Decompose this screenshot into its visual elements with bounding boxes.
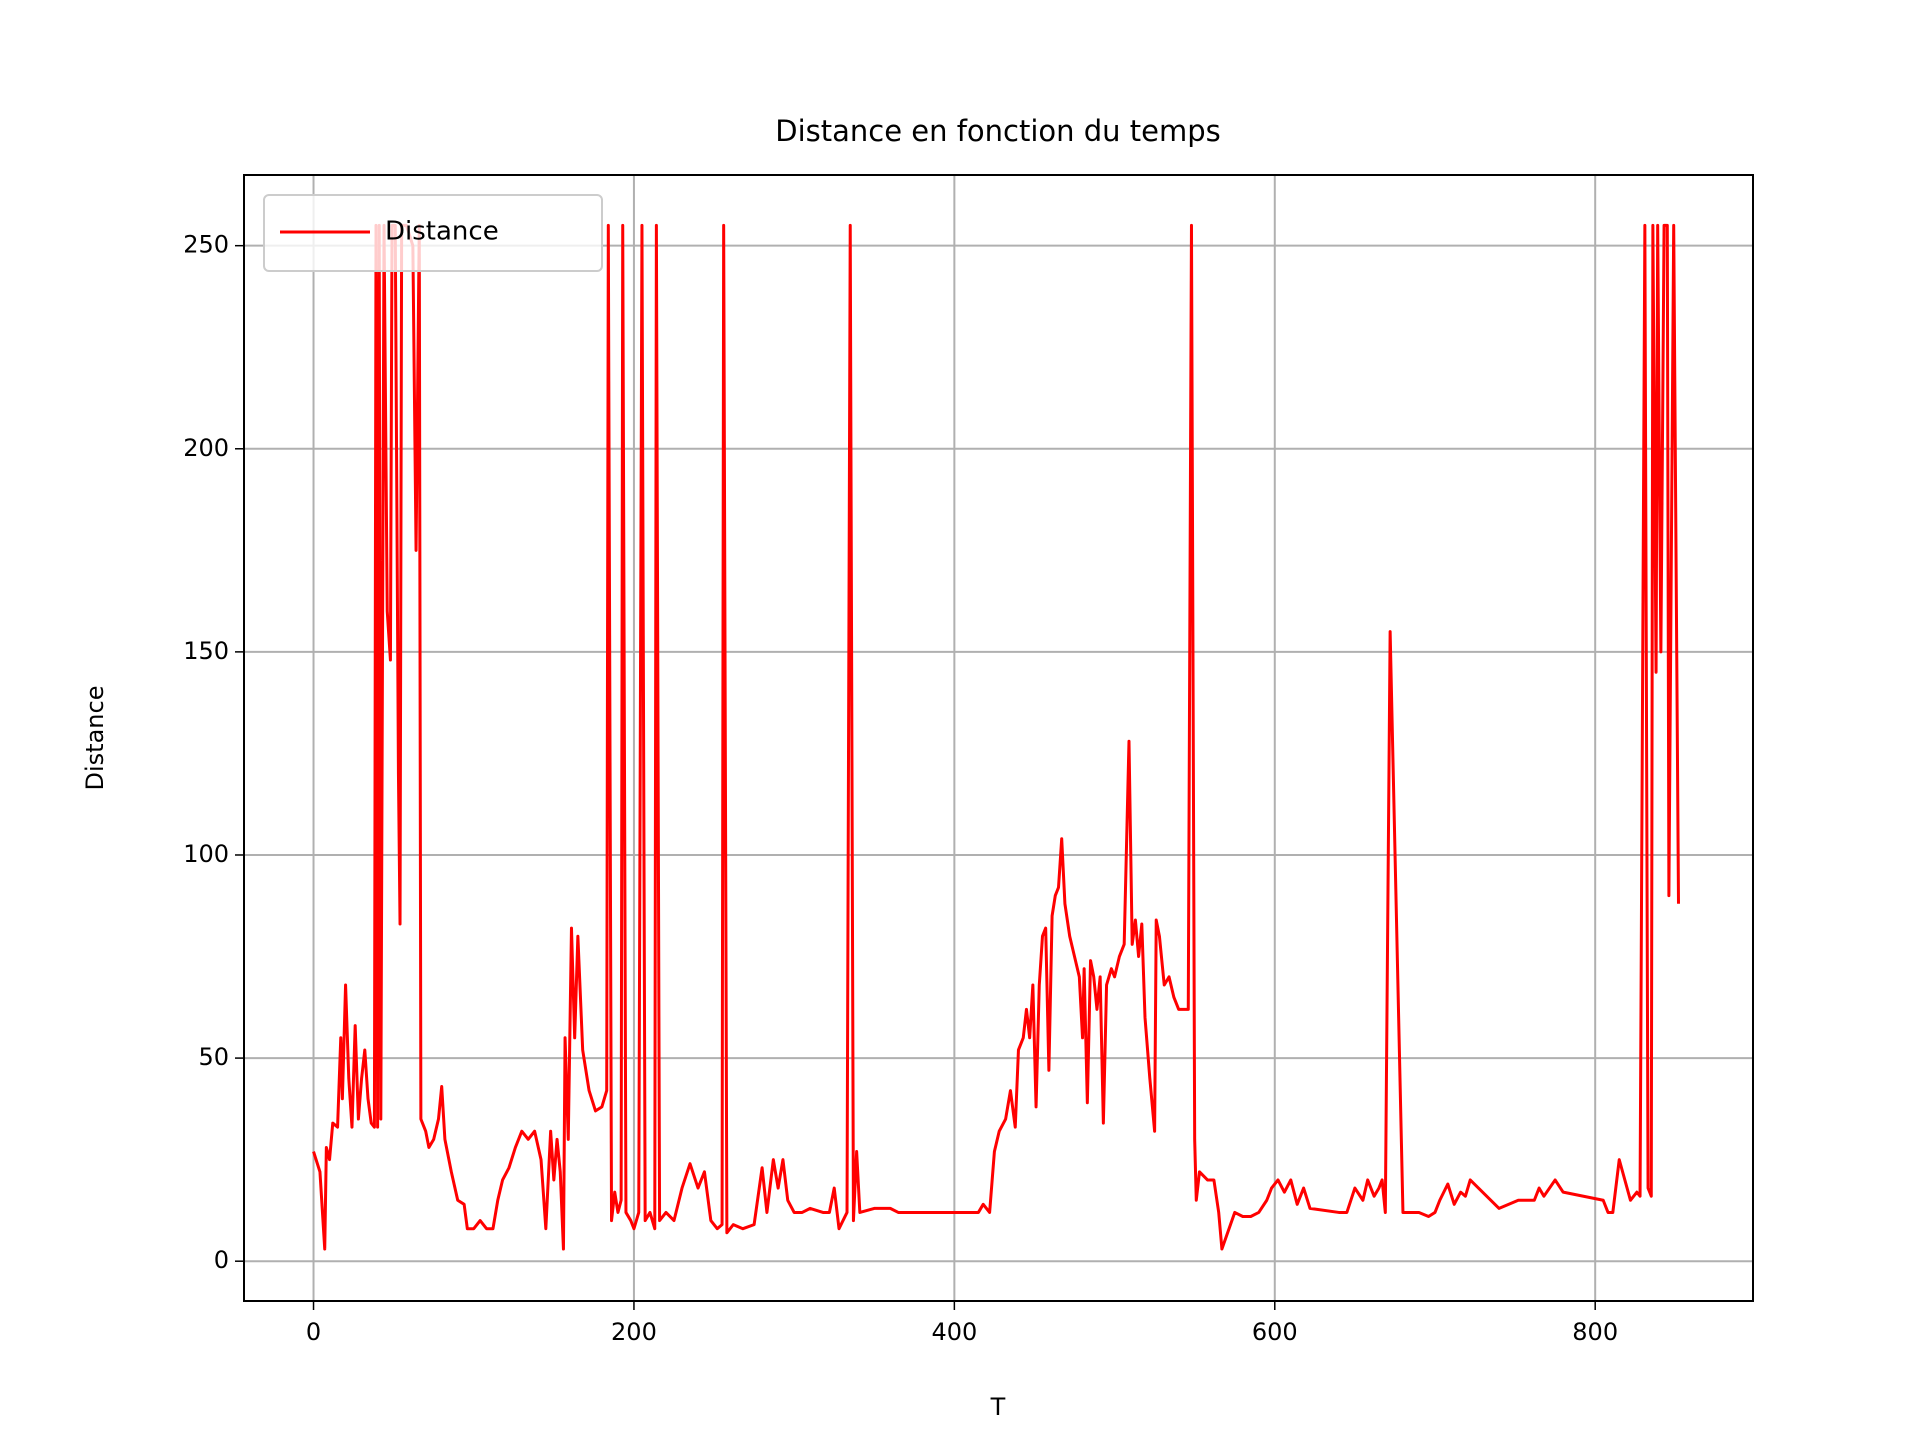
legend: Distance <box>263 194 603 272</box>
x-tick-label: 0 <box>306 1318 321 1346</box>
chart-title: Distance en fonction du temps <box>775 114 1221 148</box>
legend-label: Distance <box>385 217 499 247</box>
legend-box <box>263 194 603 272</box>
x-tick-label: 800 <box>1572 1318 1618 1346</box>
y-tick-label: 50 <box>198 1043 229 1071</box>
data-line <box>312 223 1680 1251</box>
plot-frame <box>243 174 1754 1302</box>
y-tick-label: 200 <box>183 434 229 462</box>
y-tick-label: 100 <box>183 840 229 868</box>
y-tick-label: 0 <box>214 1246 229 1274</box>
x-tick-label: 200 <box>611 1318 657 1346</box>
y-tick-label: 250 <box>183 231 229 259</box>
x-tick-label: 400 <box>931 1318 977 1346</box>
y-tick-label: 150 <box>183 637 229 665</box>
y-axis-label: Distance <box>81 686 109 791</box>
x-axis-label: T <box>990 1393 1006 1421</box>
x-tick-label: 600 <box>1252 1318 1298 1346</box>
